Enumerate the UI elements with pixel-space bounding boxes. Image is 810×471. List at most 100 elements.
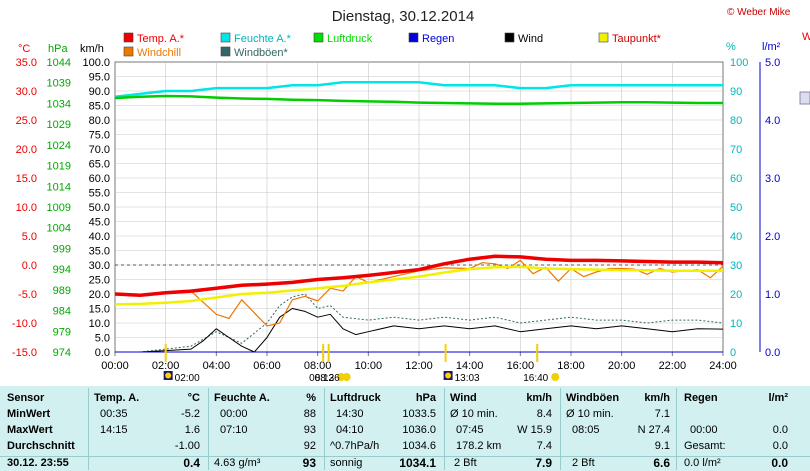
stats-rain-total: 0.0: [772, 440, 788, 452]
stats-temp-min-time: 00:35: [100, 408, 128, 420]
stats-wind-avg-label: Ø 10 min.: [450, 408, 498, 420]
legend-swatch: [220, 32, 231, 43]
stats-pressure-header: Luftdruck: [330, 392, 381, 404]
stats-humidity-avg: 92: [303, 440, 316, 452]
axis-tick-label: 999: [53, 243, 71, 255]
series-line-windböen: [115, 293, 724, 353]
legend-label: Windchill: [137, 47, 181, 59]
axis-tick-label: 40.0: [89, 231, 110, 243]
stats-separator: [88, 388, 89, 470]
axis-tick-label: 60: [730, 173, 742, 185]
axis-tick-label: 1044: [47, 57, 71, 69]
stats-pressure-current: 1034.1: [399, 456, 436, 470]
sun-icon: [342, 373, 351, 381]
legend-label: Temp. A.*: [137, 33, 185, 45]
unit-right-partial: W: [802, 31, 810, 43]
stats-wind-mean: 7.4: [536, 440, 552, 452]
moon-time-label: 02:00: [175, 373, 200, 384]
stats-humidity-header: Feuchte A.: [214, 392, 270, 404]
unit-wind: km/h: [80, 43, 104, 55]
legend-label: Regen: [422, 33, 454, 45]
stats-temp-max-time: 14:15: [100, 424, 128, 436]
stats-wind-max-time: 07:45: [456, 424, 484, 436]
series-line-wind: [115, 308, 724, 353]
stats-pressure-avg: 1034.6: [402, 440, 436, 452]
axis-tick-label: 989: [53, 285, 71, 297]
legend-swatch: [408, 32, 419, 43]
axis-tick-label: 60.0: [89, 173, 110, 185]
chart-grid: [114, 61, 724, 353]
axis-tick-label: 20.0: [89, 289, 110, 301]
axis-tick-label: 45.0: [89, 217, 110, 229]
stats-temp-current: 0.4: [183, 456, 200, 470]
axis-tick-label: 90: [730, 86, 742, 98]
stats-pressure-forecast: sonnig: [330, 457, 363, 469]
axis-tick-label: 20: [730, 289, 742, 301]
legend-swatch: [123, 46, 134, 57]
legend: Temp. A.* Feuchte A.* Luftdruck Regen Wind Ta…: [123, 32, 662, 59]
stats-temp-max: 1.6: [184, 424, 200, 436]
x-tick-label: 02:00: [152, 360, 180, 372]
stats-gusts-max-time: 08:05: [572, 424, 600, 436]
axis-tick-label: 85.0: [89, 101, 110, 113]
stats-pressure-trend: ^0.7hPa/h: [330, 440, 380, 452]
x-tick-label: 04:00: [203, 360, 231, 372]
sunrise-time-label: 16:40: [523, 373, 548, 384]
unit-pressure: hPa: [48, 43, 68, 55]
axis-tick-label: 65.0: [89, 159, 110, 171]
axis-tick-label: 994: [53, 264, 71, 276]
axis-tick-label: 50: [730, 202, 742, 214]
axis-tick-label: 0.0: [95, 347, 110, 359]
axis-tick-label: 1034: [47, 98, 71, 110]
x-tick-label: 00:00: [101, 360, 129, 372]
stats-rain-total-label: Gesamt:: [684, 440, 726, 452]
stats-temp-min: -5.2: [181, 408, 200, 420]
stats-divider: [0, 456, 810, 457]
stats-row-min: MinWert: [7, 408, 51, 420]
axis-tick-label: 3.0: [765, 173, 780, 185]
sunrise-time-label: 08:26: [315, 373, 340, 384]
series-line-windchill: [114, 259, 724, 327]
stats-current-time: 30.12. 23:55: [7, 457, 69, 469]
axis-tick-label: 5.0: [765, 57, 780, 69]
stats-humidity-max: 93: [303, 424, 316, 436]
stats-wind-current: 7.9: [535, 456, 552, 470]
axis-tick-label: 95.0: [89, 72, 110, 84]
stats-rain-header: Regen: [684, 392, 718, 404]
axis-tick-label: 10.0: [16, 202, 37, 214]
x-tick-label: 20:00: [608, 360, 636, 372]
sun-moon-markers: 08:13 02:00 08:26 13:03 16:40: [163, 344, 560, 384]
stats-wind-header: Wind: [450, 392, 477, 404]
x-tick-label: 06:00: [253, 360, 281, 372]
series-line-luftdruck: [114, 94, 723, 106]
axis-tick-label: 1014: [47, 181, 71, 193]
sun-icon: [551, 373, 560, 381]
unit-humidity: %: [726, 41, 736, 53]
axis-tick-label: 1039: [47, 78, 71, 90]
axis-tick-label: 40: [730, 231, 742, 243]
stats-separator: [324, 388, 325, 470]
x-tick-label: 18:00: [557, 360, 585, 372]
stats-separator: [560, 388, 561, 470]
axis-tick-label: 100.0: [82, 57, 110, 69]
moon-icon-disc: [165, 372, 172, 379]
axis-tick-label: 80.0: [89, 115, 110, 127]
axis-tick-label: 50.0: [89, 202, 110, 214]
weather-chart: Dienstag, 30.12.2014 © Weber Mike Temp. …: [11, 7, 810, 384]
axis-tick-label: 10: [730, 318, 742, 330]
axis-tick-label: 10.0: [89, 318, 110, 330]
stats-pressure-min: 1033.5: [402, 408, 436, 420]
stats-pressure-min-time: 14:30: [336, 408, 364, 420]
axis-tick-label: 30: [730, 260, 742, 272]
axis-tick-label: -15.0: [12, 347, 37, 359]
axis-tick-label: 5.0: [22, 231, 37, 243]
moon-time-label: 13:03: [455, 373, 480, 384]
right-edge-handle[interactable]: [799, 91, 810, 105]
axis-tick-label: 35.0: [89, 246, 110, 258]
stats-rain-max: 0.0: [772, 424, 788, 436]
stats-pressure-max: 1036.0: [402, 424, 436, 436]
chart-title: Dienstag, 30.12.2014: [332, 8, 475, 25]
stats-gusts-header: Windböen: [566, 392, 620, 404]
axis-tick-label: 1029: [47, 119, 71, 131]
axis-tick-label: 4.0: [765, 115, 780, 127]
